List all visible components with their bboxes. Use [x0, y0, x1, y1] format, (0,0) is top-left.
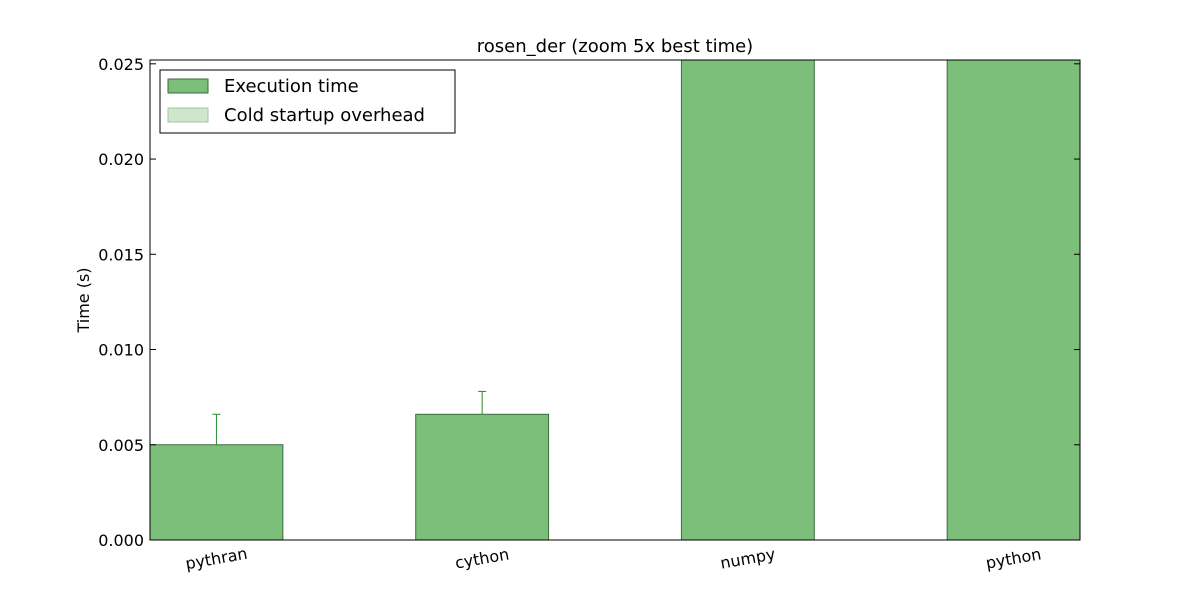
bar-numpy — [680, 59, 815, 541]
legend-swatch-cold-startup-overhead — [167, 107, 209, 123]
chart-title: rosen_der (zoom 5x best time) — [477, 36, 753, 57]
y-tick-label-4: 0.020 — [98, 150, 144, 169]
legend: Execution time Cold startup overhead — [159, 69, 456, 134]
bar-pythran — [149, 444, 284, 541]
y-tick-label-3: 0.015 — [98, 245, 144, 264]
x-tick-label-python: python — [984, 544, 1042, 572]
x-tick-label-cython: cython — [454, 544, 511, 572]
x-axis-ticks: pythran cython numpy python — [184, 544, 1043, 574]
y-tick-label-2: 0.010 — [98, 341, 144, 360]
y-tick-label-0: 0.000 — [98, 531, 144, 550]
plot-frame — [149, 59, 1081, 541]
y-tick-label-1: 0.005 — [98, 436, 144, 455]
legend-swatch-execution-time — [167, 78, 209, 94]
legend-box — [159, 69, 456, 134]
error-bars-group — [212, 390, 487, 445]
y-tick-label-5: 0.025 — [98, 55, 144, 74]
legend-label-cold-startup-overhead: Cold startup overhead — [224, 105, 425, 126]
x-tick-label-pythran: pythran — [184, 544, 249, 574]
bar-cython — [415, 413, 550, 541]
y-axis-label: Time (s) — [74, 267, 93, 333]
legend-label-execution-time: Execution time — [224, 76, 359, 97]
x-tick-label-numpy: numpy — [719, 544, 777, 572]
bar-python — [946, 59, 1081, 541]
